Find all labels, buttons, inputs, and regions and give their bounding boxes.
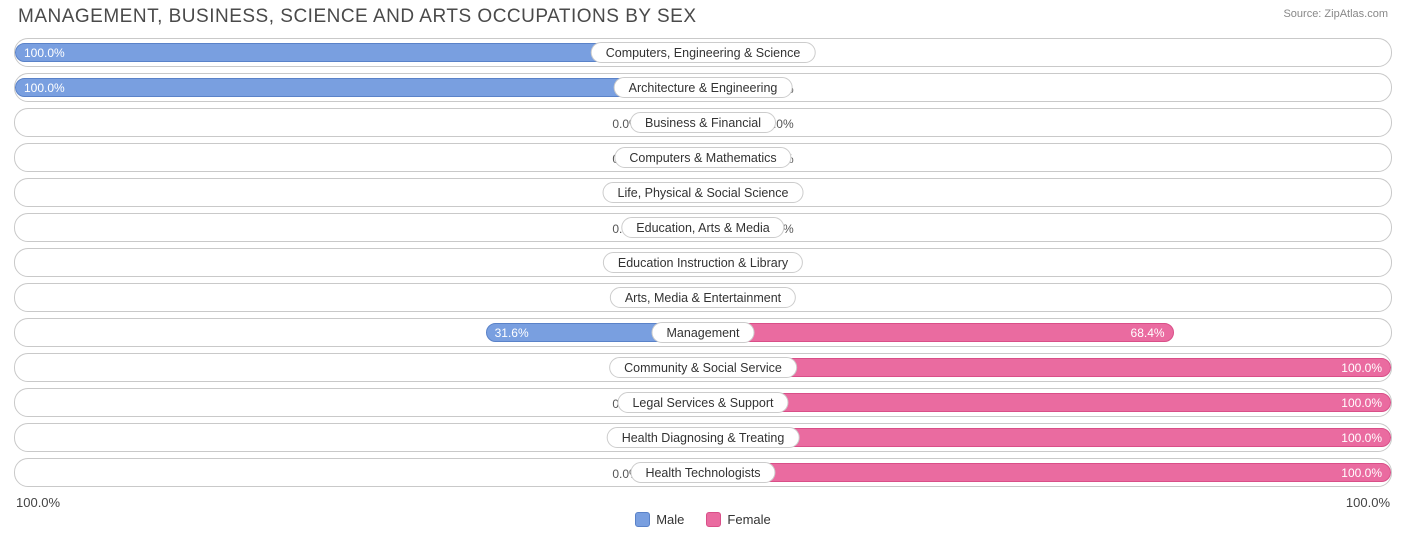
female-bar: 100.0%	[703, 463, 1391, 482]
female-bar: 100.0%	[703, 393, 1391, 412]
chart-title: MANAGEMENT, BUSINESS, SCIENCE AND ARTS O…	[18, 6, 697, 28]
category-label: Arts, Media & Entertainment	[610, 287, 796, 308]
chart-row: 0.0%0.0%100.0%Legal Services & Support	[14, 388, 1392, 417]
legend-item-male: Male	[635, 512, 684, 527]
category-label: Community & Social Service	[609, 357, 797, 378]
legend-item-female: Female	[706, 512, 770, 527]
chart-row: 0.0%0.0%0.0%0.0%Computers & Mathematics	[14, 143, 1392, 172]
chart-row: 31.6% 68.4% Management	[14, 318, 1392, 347]
chart-row: 100.0%0.0%0.0%Architecture & Engineering	[14, 73, 1392, 102]
category-label: Health Diagnosing & Treating	[607, 427, 800, 448]
category-label: Business & Financial	[630, 112, 776, 133]
category-label: Architecture & Engineering	[614, 77, 793, 98]
category-label: Management	[652, 322, 755, 343]
category-label: Health Technologists	[630, 462, 775, 483]
axis: 100.0% 100.0%	[14, 493, 1392, 510]
category-label: Life, Physical & Social Science	[603, 182, 804, 203]
male-swatch-icon	[635, 512, 650, 527]
female-pct-label: 100.0%	[1341, 361, 1382, 375]
female-bar: 100.0%	[703, 428, 1391, 447]
female-bar: 100.0%	[703, 358, 1391, 377]
chart-row: 0.0%0.0%0.0%0.0%Arts, Media & Entertainm…	[14, 283, 1392, 312]
female-pct-label: 100.0%	[1341, 431, 1382, 445]
male-pct-label: 31.6%	[495, 326, 529, 340]
female-swatch-icon	[706, 512, 721, 527]
category-label: Education, Arts & Media	[621, 217, 784, 238]
axis-left-label: 100.0%	[16, 495, 60, 510]
source-attribution: Source: ZipAtlas.com	[1283, 8, 1388, 20]
male-pct-label: 100.0%	[24, 46, 65, 60]
category-label: Computers, Engineering & Science	[591, 42, 816, 63]
legend-label: Male	[656, 512, 684, 527]
chart-row: 0.0%0.0%0.0%0.0%Business & Financial	[14, 108, 1392, 137]
chart-area: 100.0%0.0%0.0%Computers, Engineering & S…	[14, 38, 1392, 527]
chart-row: 0.0%0.0%0.0%0.0%Life, Physical & Social …	[14, 178, 1392, 207]
female-pct-label: 68.4%	[1131, 326, 1165, 340]
chart-row: 0.0%0.0%0.0%0.0%Education, Arts & Media	[14, 213, 1392, 242]
female-bar: 68.4%	[703, 323, 1174, 342]
male-pct-label: 100.0%	[24, 81, 65, 95]
chart-row: 0.0%0.0%100.0%Health Technologists	[14, 458, 1392, 487]
chart-row: 0.0%0.0%0.0%0.0%Education Instruction & …	[14, 248, 1392, 277]
female-pct-label: 100.0%	[1341, 396, 1382, 410]
legend: Male Female	[14, 512, 1392, 527]
chart-row: 100.0%0.0%0.0%Computers, Engineering & S…	[14, 38, 1392, 67]
category-label: Education Instruction & Library	[603, 252, 803, 273]
header: MANAGEMENT, BUSINESS, SCIENCE AND ARTS O…	[0, 0, 1406, 28]
male-bar: 100.0%	[15, 78, 703, 97]
chart-row: 0.0%0.0%100.0%Health Diagnosing & Treati…	[14, 423, 1392, 452]
legend-label: Female	[727, 512, 770, 527]
female-pct-label: 100.0%	[1341, 466, 1382, 480]
chart-row: 0.0%0.0%100.0%Community & Social Service	[14, 353, 1392, 382]
category-label: Computers & Mathematics	[614, 147, 791, 168]
category-label: Legal Services & Support	[617, 392, 788, 413]
axis-right-label: 100.0%	[1346, 495, 1390, 510]
